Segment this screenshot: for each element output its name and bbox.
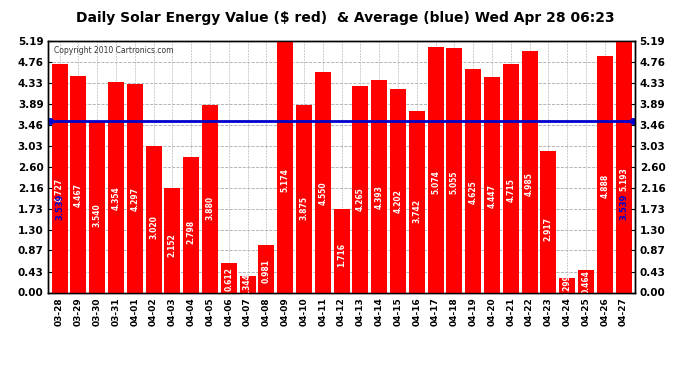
Bar	[578, 270, 594, 292]
Text: 4.447: 4.447	[487, 184, 496, 208]
Text: 5.174: 5.174	[281, 168, 290, 192]
Text: 2.917: 2.917	[544, 217, 553, 241]
Text: 3.880: 3.880	[206, 196, 215, 220]
Text: 4.550: 4.550	[318, 182, 327, 205]
Bar	[127, 84, 143, 292]
Text: 0.612: 0.612	[224, 267, 233, 291]
Text: 2.798: 2.798	[187, 219, 196, 244]
Bar	[277, 42, 293, 292]
Text: 2.152: 2.152	[168, 234, 177, 258]
Bar	[615, 41, 631, 292]
Text: Daily Solar Energy Value ($ red)  & Average (blue) Wed Apr 28 06:23: Daily Solar Energy Value ($ red) & Avera…	[76, 11, 614, 25]
Bar	[446, 48, 462, 292]
Bar	[408, 111, 425, 292]
Text: 4.888: 4.888	[600, 174, 609, 198]
Text: 4.202: 4.202	[393, 189, 402, 213]
Text: 4.265: 4.265	[356, 188, 365, 211]
Text: 5.193: 5.193	[619, 168, 628, 191]
Text: 3.742: 3.742	[412, 199, 421, 223]
Text: 1.716: 1.716	[337, 243, 346, 267]
Bar	[484, 77, 500, 292]
Bar	[390, 89, 406, 292]
Bar	[89, 121, 105, 292]
Text: 5.055: 5.055	[450, 171, 459, 194]
Text: 0.344: 0.344	[243, 273, 252, 297]
Bar	[540, 151, 556, 292]
Text: 5.074: 5.074	[431, 170, 440, 194]
Text: 4.467: 4.467	[74, 183, 83, 207]
Bar	[164, 188, 180, 292]
Bar	[258, 245, 275, 292]
Text: 4.393: 4.393	[375, 185, 384, 209]
Text: 4.354: 4.354	[112, 186, 121, 210]
Bar	[296, 105, 312, 292]
Text: 4.727: 4.727	[55, 177, 64, 202]
Bar	[559, 278, 575, 292]
Bar	[597, 56, 613, 292]
Bar	[503, 64, 519, 292]
Text: 4.625: 4.625	[469, 180, 477, 204]
Bar	[315, 72, 331, 292]
Text: 3.875: 3.875	[299, 196, 308, 220]
Bar	[70, 76, 86, 292]
Bar	[239, 276, 255, 292]
Text: 4.297: 4.297	[130, 187, 139, 211]
Text: 0.299: 0.299	[562, 274, 571, 298]
Text: 4.985: 4.985	[525, 172, 534, 196]
Bar	[146, 146, 161, 292]
Text: 0.464: 0.464	[582, 270, 591, 294]
Bar	[333, 209, 350, 292]
Text: 0.981: 0.981	[262, 259, 271, 283]
Bar	[428, 47, 444, 292]
Text: 3.539: 3.539	[55, 194, 64, 220]
Bar	[522, 51, 538, 292]
Bar	[183, 157, 199, 292]
Bar	[52, 64, 68, 292]
Text: 3.539: 3.539	[619, 194, 628, 220]
Text: Copyright 2010 Cartronics.com: Copyright 2010 Cartronics.com	[55, 46, 174, 55]
Bar	[371, 80, 387, 292]
Bar	[202, 105, 218, 292]
Text: 4.715: 4.715	[506, 178, 515, 202]
Bar	[465, 69, 481, 292]
Text: 3.020: 3.020	[149, 215, 158, 238]
Bar	[108, 82, 124, 292]
Bar	[221, 263, 237, 292]
Text: 3.540: 3.540	[92, 204, 101, 227]
Bar	[353, 86, 368, 292]
